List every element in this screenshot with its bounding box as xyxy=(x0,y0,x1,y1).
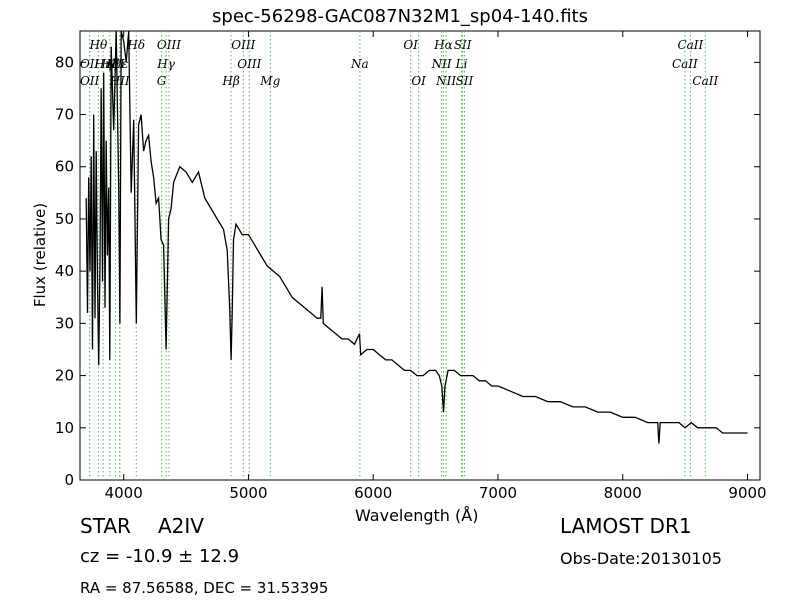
y-tick-label: 20 xyxy=(55,367,74,385)
y-tick-label: 70 xyxy=(55,106,74,124)
line-label: Hδ xyxy=(126,38,145,52)
y-tick-label: 50 xyxy=(55,210,74,228)
line-label: HII xyxy=(109,74,130,88)
line-label: OI xyxy=(411,74,426,88)
line-label: Hα xyxy=(433,38,453,52)
line-label: OIII xyxy=(237,57,261,71)
x-tick-label: 5000 xyxy=(229,484,267,502)
y-tick-label: 40 xyxy=(55,262,74,280)
line-label: NII xyxy=(431,57,452,71)
y-tick-label: 80 xyxy=(55,53,74,71)
x-tick-label: 9000 xyxy=(728,484,766,502)
line-label: OII xyxy=(80,74,100,88)
line-label: Hβ xyxy=(221,74,239,88)
plot-frame xyxy=(79,30,761,481)
y-tick-label: 60 xyxy=(55,158,74,176)
line-label: Hγ xyxy=(156,57,175,71)
line-label: Li xyxy=(455,57,468,71)
spectrum-line xyxy=(85,31,748,444)
line-label: Hη xyxy=(93,57,112,71)
y-tick-label: 10 xyxy=(55,419,74,437)
line-label: G xyxy=(157,74,167,88)
axis-layer: 4000 5000 6000 7000 8000 9000 0 10 20 30 40 50 60 70 8… xyxy=(55,31,767,502)
object-class: STAR xyxy=(80,514,131,538)
y-tick-label: 30 xyxy=(55,314,74,332)
x-tick-label: 7000 xyxy=(479,484,517,502)
y-axis-label: Flux (relative) xyxy=(31,202,49,308)
observation-date: Obs-Date:20130105 xyxy=(560,549,722,568)
chart-title: spec-56298-GAC087N32M1_sp04-140.fits xyxy=(212,6,588,27)
line-label: CaII xyxy=(672,57,698,71)
x-axis-label: Wavelength (Å) xyxy=(355,506,479,525)
line-label: NII xyxy=(435,74,456,88)
line-label: SII xyxy=(456,74,474,88)
line-label: OIII xyxy=(231,38,255,52)
x-tick-label: 8000 xyxy=(604,484,642,502)
line-label: OIII xyxy=(157,38,181,52)
line-label: SII xyxy=(454,38,472,52)
x-tick-label: 4000 xyxy=(105,484,143,502)
survey-name: LAMOST DR1 xyxy=(560,514,692,538)
object-subclass: A2IV xyxy=(158,514,204,538)
x-tick-label: 6000 xyxy=(354,484,392,502)
line-label: OI xyxy=(403,38,418,52)
line-label: Na xyxy=(350,57,369,71)
line-label: Hθ xyxy=(88,38,107,52)
line-label: CaII xyxy=(677,38,703,52)
coordinates: RA = 87.56588, DEC = 31.53395 xyxy=(80,579,329,597)
y-tick-label: 0 xyxy=(64,471,74,489)
redshift-value: cz = -10.9 ± 12.9 xyxy=(80,546,240,567)
line-label: Mg xyxy=(259,74,280,88)
series-layer xyxy=(85,31,748,444)
line-label: CaII xyxy=(692,74,718,88)
